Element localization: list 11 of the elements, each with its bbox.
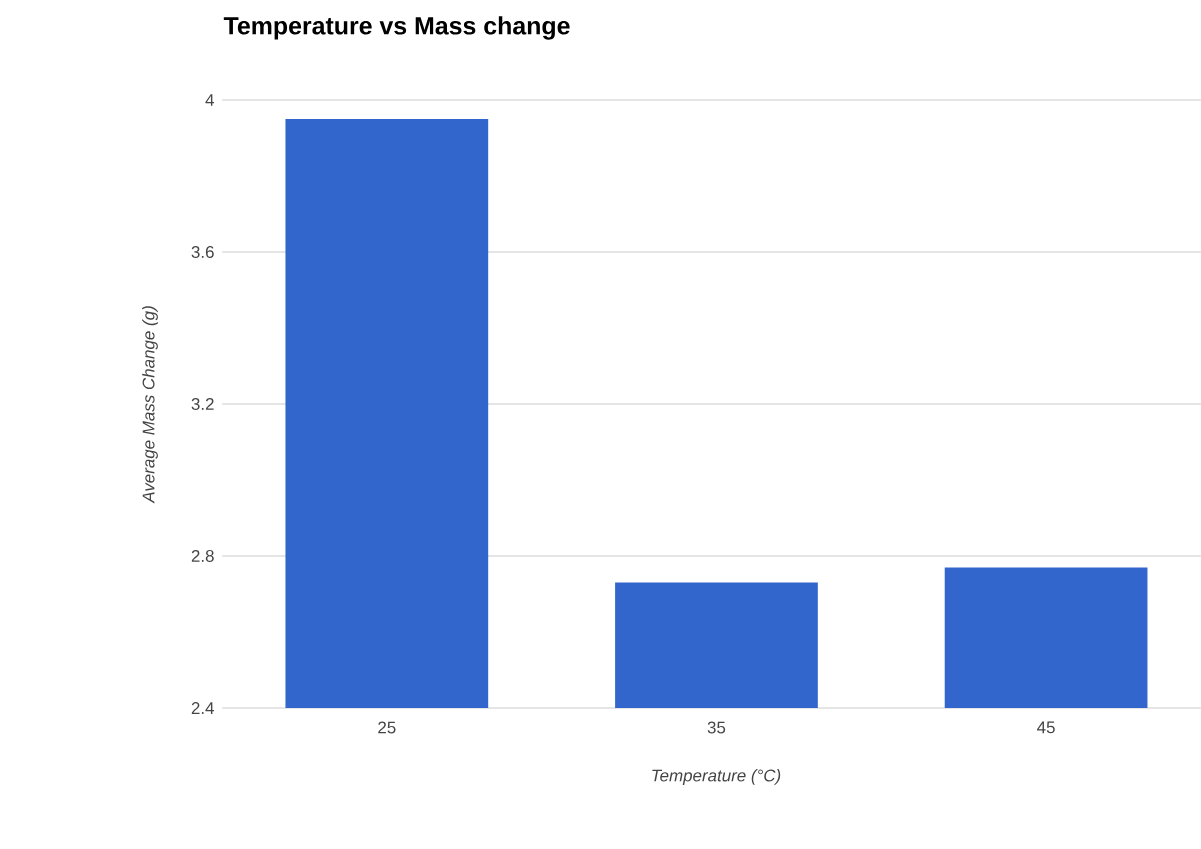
x-tick-label: 25	[378, 721, 396, 734]
y-axis-title: Average Mass Change (g)	[142, 306, 158, 504]
y-tick-label: 3.2	[191, 397, 214, 410]
y-tick-label: 4	[205, 94, 214, 106]
y-tick-label: 3.6	[191, 245, 214, 258]
chart-title: Temperature vs Mass change	[223, 16, 570, 40]
y-tick-label: 2.4	[191, 702, 214, 714]
x-tick-label: 35	[707, 721, 726, 734]
y-tick-label: 2.8	[191, 549, 214, 562]
x-tick-label: 45	[1037, 721, 1055, 734]
x-axis-title: Temperature (°C)	[652, 769, 781, 785]
